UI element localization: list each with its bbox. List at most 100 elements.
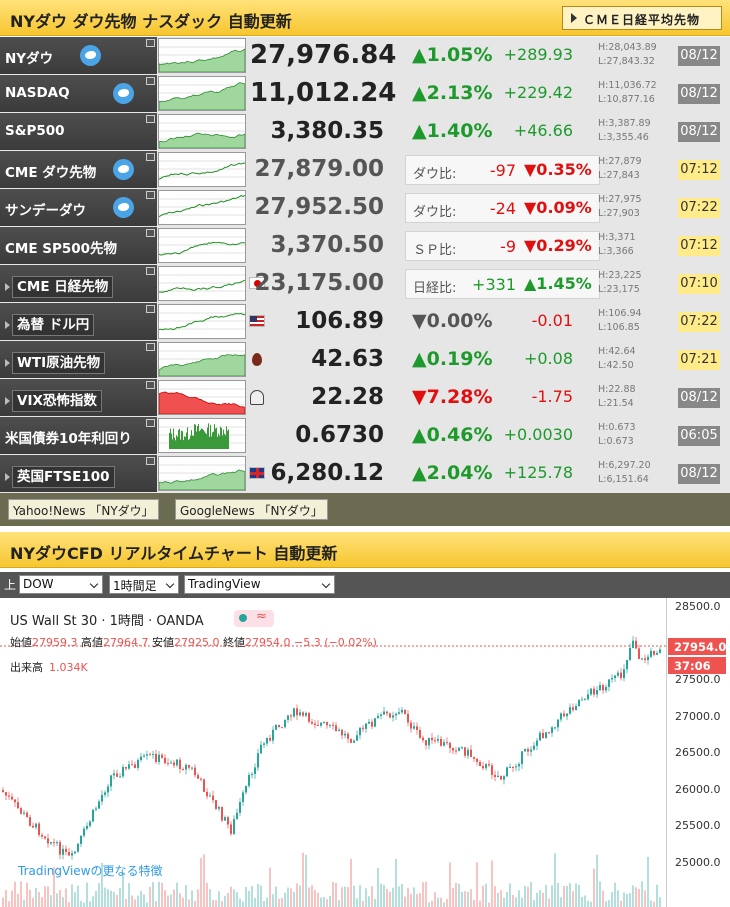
update-time: 08/12 bbox=[678, 84, 720, 104]
twitter-icon[interactable] bbox=[80, 45, 101, 66]
twitter-icon[interactable] bbox=[113, 159, 134, 180]
instrument-name[interactable]: NYダウ bbox=[0, 37, 157, 74]
candle-body bbox=[593, 688, 595, 695]
volume-bar bbox=[500, 890, 502, 907]
chart-mini-icon[interactable] bbox=[146, 343, 155, 351]
volume-bar bbox=[143, 894, 145, 907]
sparkline-icon bbox=[159, 236, 245, 256]
change-percent: ▼0.00% bbox=[412, 310, 493, 332]
candle-body bbox=[599, 685, 601, 691]
chart-mini-icon[interactable] bbox=[146, 419, 155, 427]
cme-nikkei-button[interactable]: ＣＭＥ日経平均先物 bbox=[562, 6, 722, 30]
instrument-name[interactable]: CME SP500先物 bbox=[0, 227, 157, 264]
sparkline-chart[interactable] bbox=[158, 38, 246, 73]
sparkline-chart[interactable] bbox=[158, 114, 246, 149]
chart-mini-icon[interactable] bbox=[146, 153, 155, 161]
y-tick-label: 25500.0 bbox=[675, 819, 721, 832]
y-tick-label: 28500.0 bbox=[675, 600, 721, 613]
volume-bar bbox=[314, 889, 316, 907]
candle-body bbox=[116, 773, 118, 777]
instrument-name[interactable]: S&P500 bbox=[0, 113, 157, 150]
interval-select[interactable]: 1時間足 bbox=[109, 575, 179, 594]
volume-bar bbox=[359, 885, 361, 907]
chart-mini-icon[interactable] bbox=[146, 191, 155, 199]
instrument-name[interactable]: VIX恐怖指数 bbox=[0, 379, 157, 416]
sparkline-chart[interactable] bbox=[158, 380, 246, 415]
sparkline-chart[interactable] bbox=[158, 266, 246, 301]
candlestick-plot[interactable] bbox=[0, 598, 666, 907]
candle-body bbox=[128, 764, 130, 769]
change-value: +0.0030 bbox=[503, 425, 573, 444]
chart-mini-icon[interactable] bbox=[146, 115, 155, 123]
sparkline-chart[interactable] bbox=[158, 456, 246, 491]
sparkline-chart[interactable] bbox=[158, 228, 246, 263]
candle-body bbox=[341, 729, 343, 736]
chart-mini-icon[interactable] bbox=[146, 77, 155, 85]
instrument-name[interactable]: 米国債券10年利回り bbox=[0, 417, 157, 454]
instrument-name[interactable]: CME 日経先物 bbox=[0, 265, 157, 302]
volume-bar bbox=[515, 897, 517, 907]
y-tick-label: 27000.0 bbox=[675, 709, 721, 723]
update-time: 08/12 bbox=[678, 388, 720, 408]
update-time: 08/12 bbox=[678, 464, 720, 484]
sparkline-icon bbox=[159, 122, 245, 148]
provider-select[interactable]: TradingView bbox=[184, 575, 335, 594]
instrument-name[interactable]: WTI原油先物 bbox=[0, 341, 157, 378]
candle-body bbox=[269, 738, 271, 741]
candle-body bbox=[152, 753, 154, 755]
candle-body bbox=[440, 738, 442, 746]
sparkline-chart[interactable] bbox=[158, 418, 246, 453]
volume-bar bbox=[392, 887, 394, 907]
volume-bar bbox=[236, 892, 238, 907]
instrument-name[interactable]: 為替 ドル円 bbox=[0, 303, 157, 340]
candle-body bbox=[485, 764, 487, 769]
volume-bar bbox=[116, 894, 118, 907]
candle-body bbox=[308, 713, 310, 722]
volume-bar bbox=[623, 892, 625, 907]
twitter-icon[interactable] bbox=[113, 197, 134, 218]
candle-body bbox=[122, 767, 124, 777]
yahoo-news-link[interactable]: Yahoo!News 「NYダウ」 bbox=[8, 499, 159, 520]
oil-drop-icon bbox=[252, 353, 262, 366]
volume-bar bbox=[251, 886, 253, 907]
symbol-select[interactable]: DOW bbox=[19, 575, 103, 594]
candle-body bbox=[326, 722, 328, 726]
candle-body bbox=[314, 723, 316, 725]
twitter-icon[interactable] bbox=[113, 83, 134, 104]
volume-bar bbox=[482, 885, 484, 907]
tradingview-more-link[interactable]: TradingViewの更なる特徴 bbox=[18, 864, 163, 878]
volume-bar bbox=[431, 900, 433, 907]
volume-bar bbox=[320, 897, 322, 907]
candle-body bbox=[638, 648, 640, 659]
volume-bar bbox=[596, 854, 598, 907]
sparkline-chart[interactable] bbox=[158, 76, 246, 111]
chart-mini-icon[interactable] bbox=[146, 305, 155, 313]
volume-bar bbox=[611, 892, 613, 907]
volume-bar bbox=[65, 888, 67, 907]
volume-bar bbox=[218, 891, 220, 907]
chart-mini-icon[interactable] bbox=[146, 457, 155, 465]
news-bar: Yahoo!News 「NYダウ」 GoogleNews 「NYダウ」 bbox=[0, 493, 730, 526]
market-status-toggle[interactable]: ≈ bbox=[234, 609, 274, 627]
sparkline-chart[interactable] bbox=[158, 190, 246, 225]
volume-bar bbox=[572, 891, 574, 907]
sparkline-chart[interactable] bbox=[158, 342, 246, 377]
chart-mini-icon[interactable] bbox=[146, 229, 155, 237]
instrument-name[interactable]: NASDAQ bbox=[0, 75, 157, 112]
sparkline-chart[interactable] bbox=[158, 304, 246, 339]
volume-bar bbox=[158, 881, 160, 907]
volume-bar bbox=[566, 885, 568, 907]
candle-body bbox=[524, 748, 526, 752]
sparkline-chart[interactable] bbox=[158, 152, 246, 187]
volume-bar bbox=[284, 892, 286, 907]
high-low: H:22.88 L:21.54 bbox=[598, 383, 636, 411]
chart-mini-icon[interactable] bbox=[146, 39, 155, 47]
chart-mini-icon[interactable] bbox=[146, 267, 155, 275]
candle-body bbox=[59, 842, 61, 855]
google-news-link[interactable]: GoogleNews 「NYダウ」 bbox=[175, 499, 328, 520]
chart-mini-icon[interactable] bbox=[146, 381, 155, 389]
instrument-name[interactable]: 英国FTSE100 bbox=[0, 455, 157, 492]
tradingview-chart[interactable]: US Wall St 30 · 1時間 · OANDA ≈ 始値27959.3 … bbox=[0, 598, 730, 907]
volume-bar bbox=[281, 898, 283, 907]
candle-body bbox=[137, 760, 139, 768]
